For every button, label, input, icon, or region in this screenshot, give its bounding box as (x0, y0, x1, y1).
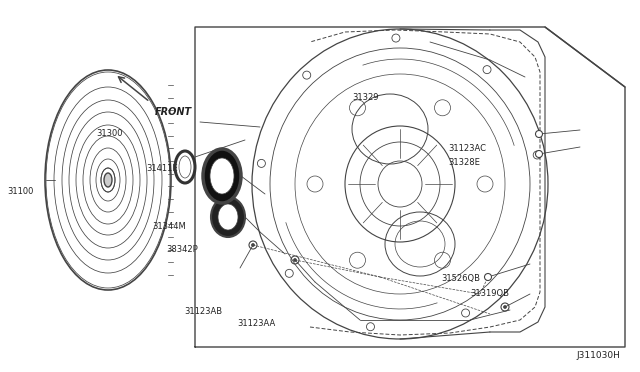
Text: 31328E: 31328E (448, 158, 480, 167)
Ellipse shape (536, 131, 543, 138)
Text: 31123AB: 31123AB (184, 307, 223, 316)
Ellipse shape (203, 149, 241, 203)
Ellipse shape (484, 273, 492, 280)
Text: 31411E: 31411E (146, 164, 178, 173)
Text: 31100: 31100 (7, 187, 33, 196)
Ellipse shape (252, 244, 255, 247)
Text: 31329: 31329 (352, 93, 378, 102)
Text: 31123AC: 31123AC (448, 144, 486, 153)
Text: 31300: 31300 (97, 129, 123, 138)
Text: 31526QB: 31526QB (442, 274, 481, 283)
Text: 31319QB: 31319QB (470, 289, 509, 298)
Text: FRONT: FRONT (155, 107, 192, 117)
Ellipse shape (104, 173, 112, 187)
Ellipse shape (218, 204, 238, 230)
Ellipse shape (504, 305, 506, 308)
Ellipse shape (294, 259, 296, 262)
Ellipse shape (536, 151, 543, 157)
Ellipse shape (211, 197, 245, 237)
Ellipse shape (210, 158, 234, 194)
Text: 31344M: 31344M (152, 222, 186, 231)
Text: J311030H: J311030H (576, 351, 620, 360)
Text: 31123AA: 31123AA (237, 319, 275, 328)
Text: 38342P: 38342P (166, 246, 198, 254)
